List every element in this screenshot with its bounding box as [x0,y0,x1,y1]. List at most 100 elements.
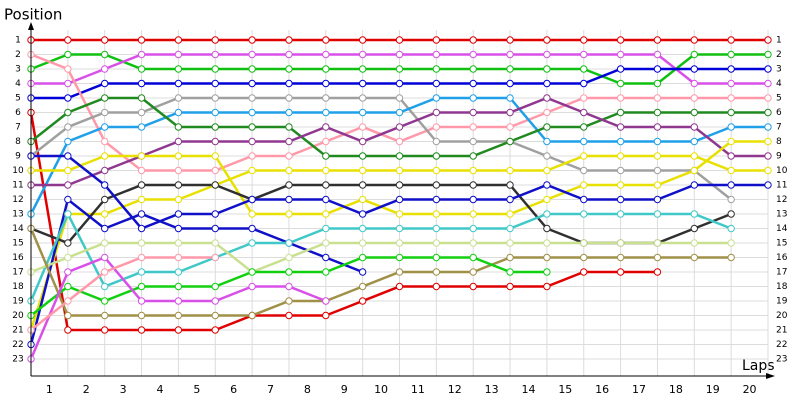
position-marker [137,108,146,117]
y-tick-label: 14 [12,224,24,234]
position-marker [285,297,293,305]
x-axis-arrow [766,373,775,379]
position-marker [64,50,72,59]
position-marker [764,94,772,102]
position-marker [211,36,219,44]
position-marker [64,195,72,204]
position-marker [248,65,256,73]
position-marker [285,239,293,247]
position-marker [211,94,219,102]
x-tick-label: 8 [304,383,311,396]
position-marker [764,152,772,160]
position-marker [358,282,367,291]
position-marker [101,297,109,305]
position-marker [727,166,735,175]
position-marker [580,195,588,204]
position-marker [322,210,330,218]
position-marker [469,36,477,44]
position-marker [764,36,772,44]
position-marker [506,94,514,102]
position-marker [322,137,330,146]
x-tick-label: 4 [156,383,163,396]
y-tick-label-right: 21 [776,326,787,336]
y-tick-label-right: 8 [776,137,782,147]
position-marker [285,79,293,88]
position-marker [543,253,551,262]
position-marker [64,326,72,334]
position-marker [727,253,735,262]
x-tick-label: 20 [743,383,757,396]
y-tick-label-right: 13 [776,210,787,220]
y-tick-label: 22 [12,340,23,350]
markers [27,36,772,363]
position-marker [653,181,662,189]
position-line [29,112,658,332]
position-marker [580,36,588,44]
position-marker [432,195,441,204]
position-marker [101,268,109,276]
y-tick-label: 7 [15,123,21,133]
position-marker [432,210,441,218]
y-tick-label-right: 15 [776,239,787,249]
position-marker [137,297,146,305]
position-marker [616,137,625,146]
position-marker [174,152,183,160]
position-marker [727,181,735,189]
position-marker [432,123,441,131]
position-marker [211,50,219,59]
position-marker [543,268,551,276]
position-marker [395,108,404,117]
position-marker [506,268,514,276]
position-marker [395,282,404,291]
position-marker [174,181,183,189]
position-marker [211,253,219,262]
position-marker [358,268,367,276]
position-marker [469,195,477,204]
position-marker [101,94,109,102]
position-marker [137,94,146,102]
position-marker [395,195,404,204]
position-marker [690,137,698,146]
y-tick-label-right: 22 [776,340,787,350]
position-marker [690,210,698,218]
position-marker [469,94,477,102]
position-marker [727,210,735,218]
position-marker [395,94,404,102]
position-marker [174,108,183,117]
position-marker [395,79,404,88]
position-marker [543,224,551,233]
position-marker [322,311,330,320]
y-tick-label: 23 [12,355,23,365]
position-marker [727,36,735,44]
y-tick-label: 6 [15,108,21,118]
position-marker [285,36,293,44]
position-marker [395,137,404,146]
position-marker [395,268,404,276]
position-marker [174,311,183,320]
position-marker [432,137,441,146]
position-marker [358,79,367,88]
x-tick-label: 6 [230,383,237,396]
position-marker [358,94,367,102]
position-marker [616,181,625,189]
position-marker [285,50,293,59]
position-marker [727,94,735,102]
position-marker [174,210,183,218]
position-marker [64,210,72,218]
position-marker [358,181,367,189]
position-marker [653,195,662,204]
position-marker [322,166,330,175]
position-marker [137,268,146,276]
position-marker [395,210,404,218]
position-marker [727,137,735,146]
position-marker [285,253,293,262]
y-tick-label: 19 [12,297,24,307]
position-marker [211,282,219,291]
position-marker [580,65,588,73]
position-marker [101,195,109,204]
position-marker [432,108,441,117]
position-marker [174,79,183,88]
position-marker [248,195,256,204]
position-marker [101,210,109,218]
position-marker [395,181,404,189]
